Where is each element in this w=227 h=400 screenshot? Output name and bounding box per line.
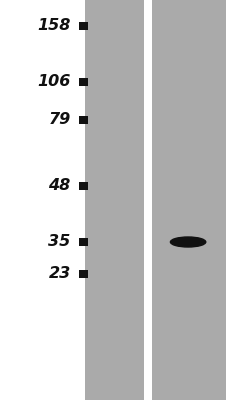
Bar xyxy=(78,182,87,190)
Bar xyxy=(78,78,87,86)
Bar xyxy=(143,0,151,400)
Bar xyxy=(85,0,143,400)
Bar xyxy=(78,22,87,30)
Text: 79: 79 xyxy=(48,112,70,128)
Ellipse shape xyxy=(170,237,205,247)
Text: 106: 106 xyxy=(37,74,70,90)
Text: 158: 158 xyxy=(37,18,70,34)
Bar xyxy=(78,270,87,278)
Text: 48: 48 xyxy=(48,178,70,194)
Bar xyxy=(78,238,87,246)
Text: 23: 23 xyxy=(48,266,70,282)
Text: 35: 35 xyxy=(48,234,70,250)
Bar xyxy=(78,116,87,124)
Bar xyxy=(151,0,225,400)
